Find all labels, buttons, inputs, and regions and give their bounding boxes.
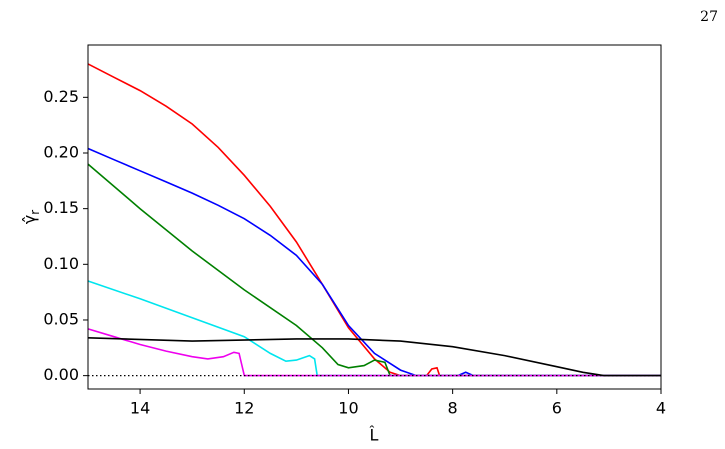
x-tick-label: 10 [338, 399, 358, 418]
series-line [87, 147, 661, 377]
y-axis-label-sub: r [28, 210, 42, 215]
series-line [87, 337, 661, 377]
series-line [87, 63, 661, 377]
y-tick-label: 0.10 [43, 254, 79, 273]
y-tick-label: 0.05 [43, 309, 79, 328]
plot-frame [87, 44, 662, 390]
y-tick-label: 0.15 [43, 198, 79, 217]
y-tick-label: 0.00 [43, 365, 79, 384]
series-line [87, 328, 661, 377]
x-tick-label: 4 [656, 399, 666, 418]
x-tick-label: 8 [448, 399, 458, 418]
series-line [87, 280, 661, 377]
series-line [87, 163, 661, 377]
page-number: 27 [700, 9, 718, 25]
x-axis-label: L̂ [369, 426, 379, 445]
y-axis-label-main: γ̂ [20, 215, 39, 224]
x-tick-label: 6 [552, 399, 562, 418]
y-tick-label: 0.20 [43, 142, 79, 161]
x-tick-label: 14 [130, 399, 150, 418]
y-axis-label: γ̂r [20, 210, 42, 224]
x-tick-label: 12 [234, 399, 254, 418]
y-tick-label: 0.25 [43, 87, 79, 106]
